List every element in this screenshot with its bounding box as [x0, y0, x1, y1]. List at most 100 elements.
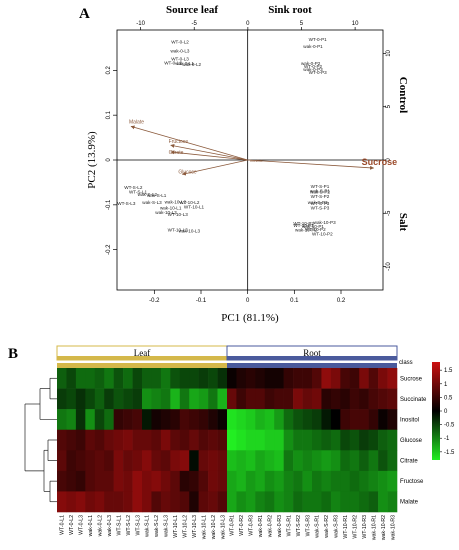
heatmap-cell — [312, 470, 322, 492]
right-tick-label: 0 — [386, 158, 392, 162]
group-label-root: Root — [303, 348, 321, 358]
heatmap-cell — [113, 409, 124, 431]
heatmap-cell — [151, 388, 162, 410]
heatmap-cell — [359, 450, 369, 472]
heatmap-cell — [321, 450, 332, 472]
column-label: wak-0-R3 — [277, 515, 283, 537]
heatmap-cell — [189, 450, 199, 472]
heatmap-cell — [160, 470, 171, 492]
sample-point-label: WT-10-L3 — [168, 228, 189, 233]
heatmap-cell — [151, 429, 162, 451]
heatmap-cell — [378, 429, 388, 451]
heatmap-cell — [104, 491, 114, 513]
heatmap-cell — [255, 470, 266, 492]
column-label: WT-10-R1 — [343, 515, 349, 539]
heatmap-cell — [321, 470, 332, 492]
heatmap-cell — [236, 388, 247, 410]
heatmap-cell — [359, 491, 369, 513]
heatmap-cell — [236, 429, 247, 451]
heatmap-cell — [75, 409, 86, 431]
heatmap-cell — [179, 409, 190, 431]
right-tick-label: -10 — [386, 262, 392, 271]
y-tick-label: -0.2 — [106, 244, 112, 255]
heatmap-cell — [255, 368, 266, 389]
heatmap-cell — [132, 470, 143, 492]
heatmap-cell — [312, 368, 322, 389]
heatmap-cell — [245, 388, 256, 410]
column-label: wak-S-L2 — [154, 515, 160, 537]
heatmap-cell — [293, 470, 303, 492]
sample-point-label: WT-10-P2 — [305, 227, 326, 232]
column-label: WT-S-L2 — [126, 515, 132, 536]
heatmap-cell — [378, 450, 388, 472]
heatmap-cell — [85, 429, 96, 451]
loading-label-glucose: Glucose — [178, 169, 197, 175]
sample-point-label: WT-10-L1 — [184, 204, 205, 209]
heatmap-cell — [104, 368, 114, 389]
sample-point-label: WT-0-P3 — [309, 70, 328, 75]
color-legend-bar — [432, 362, 440, 460]
heatmap-cell — [75, 470, 86, 492]
column-label: wak-S-R3 — [334, 515, 340, 538]
heatmap-cell — [94, 368, 105, 389]
y-tick-label: -0.1 — [106, 199, 112, 210]
loading-label-citrate: Citrate — [169, 150, 184, 156]
heatmap-cell — [123, 450, 133, 472]
heatmap-cell — [208, 409, 218, 431]
heatmap-cell — [160, 429, 171, 451]
heatmap-cell — [283, 491, 294, 513]
top-tick-label: 0 — [246, 21, 250, 27]
class-strip-root — [227, 363, 397, 368]
x-tick-label: 0 — [246, 298, 250, 304]
heatmap-cell — [359, 470, 369, 492]
heatmap-cell — [340, 470, 351, 492]
heatmap-cell — [198, 429, 209, 451]
heatmap-cell — [189, 368, 199, 389]
heatmap-cell — [359, 409, 369, 431]
heatmap-cell — [123, 368, 133, 389]
heatmap-cell — [387, 450, 398, 472]
heatmap-cell — [217, 470, 228, 492]
heatmap-cell — [94, 491, 105, 513]
heatmap-cell — [57, 450, 67, 472]
top-label-sink-root: Sink root — [268, 4, 312, 16]
y-axis-title: PC2 (13.9%) — [86, 131, 98, 189]
heatmap-cell — [330, 450, 341, 472]
heatmap-cell — [170, 450, 181, 472]
heatmap-cell — [378, 388, 388, 410]
heatmap-cell — [66, 491, 77, 513]
column-label: wak-10-L2 — [211, 515, 217, 539]
heatmap-cell — [94, 409, 105, 431]
heatmap-cell — [123, 429, 133, 451]
column-label: WT-S-R2 — [296, 515, 302, 536]
heatmap-cell — [359, 368, 369, 389]
column-label: WT-0-L3 — [79, 515, 85, 535]
heatmap-cell — [132, 429, 143, 451]
heatmap: Leaf Root class Sucrose Succinate Inositol Glu… — [24, 345, 455, 540]
heatmap-cell — [57, 470, 67, 492]
heatmap-cell — [198, 409, 209, 431]
heatmap-cell — [57, 491, 67, 513]
heatmap-cell — [189, 491, 199, 513]
sample-point-label: wak-0-L1 — [175, 61, 194, 66]
top-tick-label: -10 — [136, 21, 145, 27]
row-label-citrate: Citrate — [400, 459, 418, 465]
sample-point-label: WT-10-L2 — [179, 200, 200, 205]
column-label: wak-0-R2 — [268, 515, 274, 537]
x-tick-label: -0.2 — [149, 298, 160, 304]
heatmap-cell — [160, 368, 171, 389]
sample-point-label: WT-10-P3 — [293, 221, 314, 226]
group-bar-fill-leaf — [57, 356, 227, 360]
heatmap-cell — [217, 450, 228, 472]
column-label: WT-10-L1 — [173, 515, 179, 538]
heatmap-cell — [132, 450, 143, 472]
column-label: wak-10-R3 — [390, 515, 396, 540]
heatmap-cell — [283, 429, 294, 451]
heatmap-cell — [349, 491, 360, 513]
top-tick-label: 5 — [300, 21, 304, 27]
group-bar-fill-root — [227, 356, 397, 360]
right-tick-label: -5 — [386, 210, 392, 216]
heatmap-cell — [245, 491, 256, 513]
heatmap-cell — [85, 409, 96, 431]
heatmap-cell — [198, 491, 209, 513]
